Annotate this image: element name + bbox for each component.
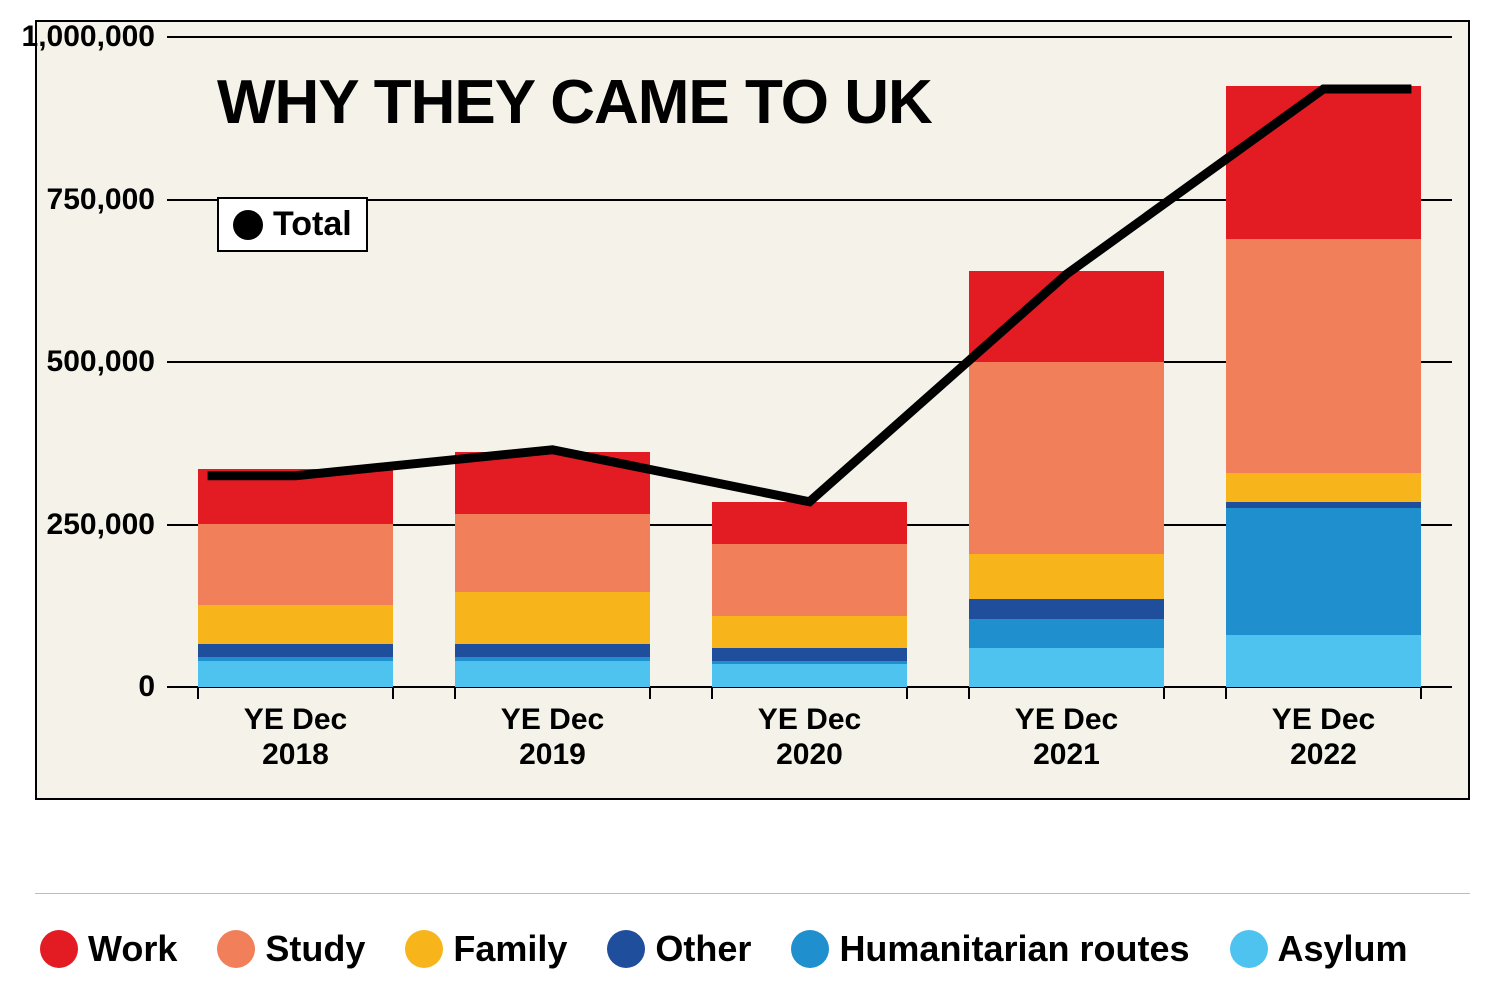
x-tick-label: YE Dec2018 [244,687,347,772]
x-tick-label: YE Dec2022 [1272,687,1375,772]
x-tick-label-line: 2019 [501,738,604,773]
legend-item-work: Work [40,928,177,970]
x-tick-mark [968,687,970,699]
x-tick-label-line: 2018 [244,738,347,773]
x-tick-label: YE Dec2020 [758,687,861,772]
y-tick-label: 500,000 [47,345,167,379]
legend: Work Study Family Other Humanitarian routes A… [40,928,1408,970]
legend-item-study: Study [217,928,365,970]
legend-item-other: Other [607,928,751,970]
legend-swatch-icon [405,930,443,968]
x-tick-label-line: YE Dec [758,703,861,738]
x-tick-label-line: 2021 [1015,738,1118,773]
chart-title: WHY THEY CAME TO UK [217,67,932,138]
chart-area: 0250,000500,000750,0001,000,000YE Dec201… [35,20,1470,800]
x-tick-mark [649,687,651,699]
legend-swatch-icon [217,930,255,968]
legend-label: Asylum [1278,928,1408,970]
x-tick-label-line: YE Dec [1272,703,1375,738]
x-tick-mark [711,687,713,699]
legend-divider [35,893,1470,894]
x-tick-label-line: 2020 [758,738,861,773]
legend-item-asylum: Asylum [1230,928,1408,970]
x-tick-label: YE Dec2021 [1015,687,1118,772]
total-legend: Total [217,197,368,252]
legend-label: Work [88,928,177,970]
legend-item-family: Family [405,928,567,970]
x-tick-label-line: 2022 [1272,738,1375,773]
legend-item-humanitarian: Humanitarian routes [791,928,1189,970]
total-legend-dot-icon [233,210,263,240]
y-tick-label: 750,000 [47,183,167,217]
y-tick-label: 250,000 [47,508,167,542]
legend-label: Other [655,928,751,970]
y-tick-label: 1,000,000 [22,20,167,54]
legend-label: Family [453,928,567,970]
x-tick-mark [1225,687,1227,699]
x-tick-mark [197,687,199,699]
x-tick-mark [454,687,456,699]
x-tick-mark [392,687,394,699]
total-legend-label: Total [273,205,352,244]
legend-label: Study [265,928,365,970]
legend-swatch-icon [791,930,829,968]
x-tick-label-line: YE Dec [501,703,604,738]
legend-swatch-icon [607,930,645,968]
x-tick-mark [906,687,908,699]
x-tick-mark [1420,687,1422,699]
legend-label: Humanitarian routes [839,928,1189,970]
x-tick-label-line: YE Dec [244,703,347,738]
x-tick-mark [1163,687,1165,699]
legend-swatch-icon [1230,930,1268,968]
legend-swatch-icon [40,930,78,968]
x-tick-label: YE Dec2019 [501,687,604,772]
x-tick-label-line: YE Dec [1015,703,1118,738]
y-tick-label: 0 [138,670,167,704]
